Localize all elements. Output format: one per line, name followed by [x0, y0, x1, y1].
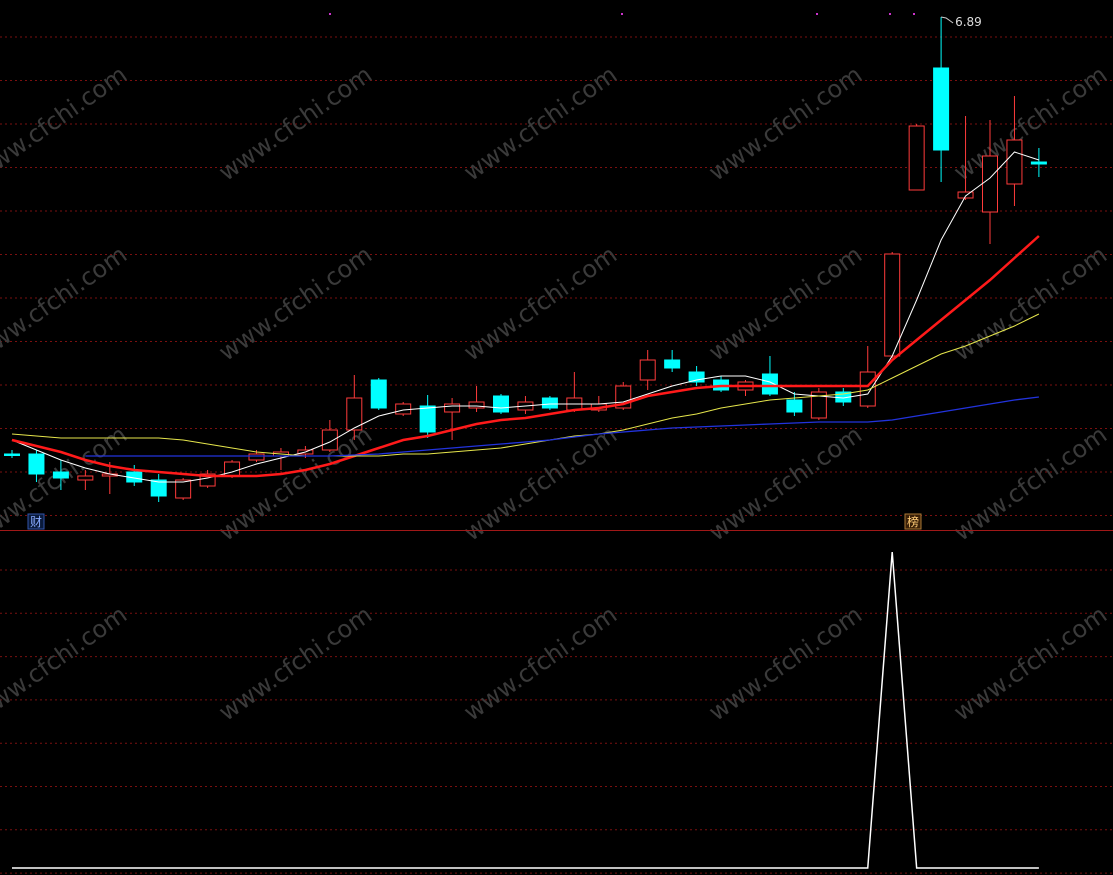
top-dots — [329, 13, 915, 15]
watermark: www.cfchi.com — [0, 420, 132, 546]
grid — [0, 36, 1113, 874]
badge: 财 — [30, 515, 42, 529]
candle-body — [688, 371, 705, 383]
candle-body — [346, 397, 363, 431]
watermark: www.cfchi.com — [0, 600, 132, 726]
candle-body — [859, 371, 876, 407]
watermark: www.cfchi.com — [949, 420, 1112, 546]
candle-body — [761, 373, 778, 395]
candle-body — [370, 379, 387, 409]
candle-body — [77, 475, 94, 481]
indicator-line — [12, 551, 1039, 869]
candle-body — [419, 405, 436, 433]
ma-line — [11, 151, 1040, 483]
badge: 榜 — [907, 514, 919, 529]
candle-body — [468, 401, 485, 409]
candle-body — [150, 479, 167, 497]
candle-body — [786, 399, 803, 413]
candle-body — [884, 253, 901, 357]
watermark: www.cfchi.com — [704, 240, 867, 366]
watermark: www.cfchi.com — [459, 420, 622, 546]
watermark: www.cfchi.com — [459, 600, 622, 726]
candle-body — [395, 403, 412, 415]
candle-body — [175, 479, 192, 499]
ma-line — [11, 313, 1040, 457]
watermark: www.cfchi.com — [949, 600, 1112, 726]
watermark: www.cfchi.com — [214, 600, 377, 726]
candle-body — [493, 395, 509, 413]
badge-box — [27, 513, 45, 530]
candle-body — [28, 453, 45, 475]
watermark: www.cfchi.com — [214, 240, 377, 366]
watermark: www.cfchi.com — [704, 600, 867, 726]
watermark: www.cfchi.com — [949, 240, 1112, 366]
candle-body — [248, 453, 265, 461]
candle-body — [639, 359, 656, 381]
watermark: www.cfchi.com — [0, 240, 132, 366]
ma-line — [11, 235, 1040, 478]
candle-body — [444, 403, 461, 413]
watermarks: www.cfchi.com www.cfchi.com www.cfchi.com w… — [0, 60, 1112, 726]
candle-body — [982, 155, 998, 213]
candle-body — [810, 391, 827, 419]
watermark: www.cfchi.com — [214, 420, 377, 546]
candle-body — [933, 67, 950, 151]
ma-line — [85, 396, 1039, 457]
watermark: www.cfchi.com — [704, 420, 867, 546]
candle-body — [664, 359, 681, 369]
candle-body — [52, 471, 69, 479]
candle-body — [541, 397, 558, 409]
candle-body — [1006, 139, 1023, 185]
watermark: www.cfchi.com — [459, 240, 622, 366]
badge-box — [904, 513, 922, 530]
candle-body — [1030, 161, 1047, 165]
candle-body — [224, 461, 241, 477]
candle-body — [908, 125, 925, 191]
candle-body — [321, 429, 338, 451]
annotation: 6.89 — [955, 15, 982, 29]
annotation-pointer — [941, 16, 954, 24]
candle-body — [4, 453, 20, 456]
candle-body — [957, 191, 974, 199]
